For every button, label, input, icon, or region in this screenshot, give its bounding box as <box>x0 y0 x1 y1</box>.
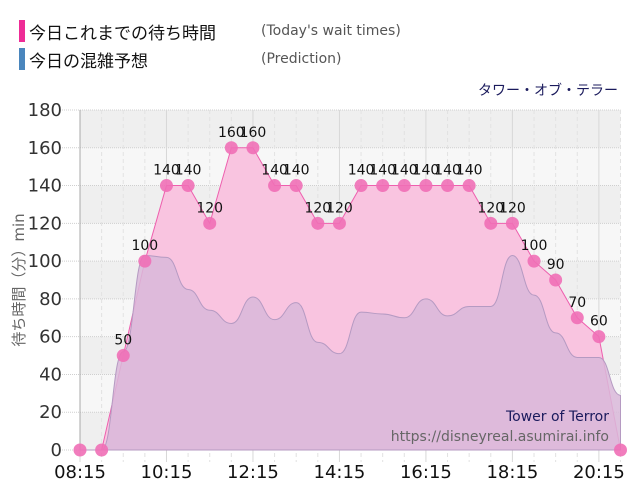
data-point-label: 120 <box>477 200 504 216</box>
legend-label-actual: 今日これまでの待ち時間 <box>29 23 216 44</box>
data-point-label: 90 <box>547 257 565 273</box>
data-point-label: 140 <box>153 163 180 179</box>
y-tick-label: 0 <box>51 440 62 461</box>
data-point-label: 100 <box>131 238 158 254</box>
data-point-label: 120 <box>304 200 331 216</box>
legend-item-actual: 今日これまでの待ち時間 (Today's wait times) <box>19 17 401 45</box>
x-tick-label: 10:15 <box>141 462 193 483</box>
data-point-label: 160 <box>218 125 245 141</box>
data-point-label: 140 <box>283 163 310 179</box>
x-tick-label: 12:15 <box>227 462 279 483</box>
y-tick-label: 60 <box>39 327 62 348</box>
prediction-area <box>79 254 621 451</box>
y-tick-label: 80 <box>39 289 62 310</box>
x-tick-label: 14:15 <box>314 462 366 483</box>
data-point <box>116 349 130 363</box>
watermark-url: https://disneyreal.asumirai.info <box>391 429 609 445</box>
data-point <box>159 179 173 193</box>
data-point <box>419 179 433 193</box>
data-point-label: 120 <box>196 200 223 216</box>
data-point-label: 140 <box>175 163 202 179</box>
watermark-title: Tower of Terror <box>505 409 609 425</box>
x-tick-label: 16:15 <box>400 462 452 483</box>
legend-sub-actual: (Today's wait times) <box>261 23 401 39</box>
data-point-label: 120 <box>326 200 353 216</box>
data-point <box>527 254 541 268</box>
data-point <box>311 216 325 230</box>
data-point-label: 140 <box>369 163 396 179</box>
data-point-label: 160 <box>240 125 267 141</box>
data-point-label: 50 <box>114 333 132 349</box>
data-point <box>95 443 109 457</box>
data-point <box>181 179 195 193</box>
data-point <box>505 216 519 230</box>
data-point <box>441 179 455 193</box>
legend: 今日これまでの待ち時間 (Today's wait times) 今日の混雑予想… <box>19 17 401 73</box>
data-point-label: 140 <box>434 163 461 179</box>
data-point-label: 120 <box>499 200 526 216</box>
data-point <box>397 179 411 193</box>
data-point <box>462 179 476 193</box>
data-point-label: 70 <box>568 295 586 311</box>
data-point <box>549 273 563 287</box>
data-point <box>289 179 303 193</box>
legend-item-prediction: 今日の混雑予想 (Prediction) <box>19 45 401 73</box>
data-point <box>73 443 87 457</box>
data-points <box>73 141 627 457</box>
x-tick-label: 08:15 <box>54 462 106 483</box>
plot-band <box>80 147 621 186</box>
y-axis-label: 待ち時間（分）min <box>10 213 28 346</box>
data-point <box>224 141 238 155</box>
data-point-label: 140 <box>261 163 288 179</box>
data-point <box>246 141 260 155</box>
x-tick-label: 18:15 <box>486 462 538 483</box>
data-labels: 5010014014012016016014014012012014014014… <box>114 125 607 349</box>
data-point <box>203 216 217 230</box>
legend-sub-prediction: (Prediction) <box>261 51 342 67</box>
y-axis: 0 20 40 60 80 100 120 140 160 180 <box>28 100 62 461</box>
data-point <box>376 179 390 193</box>
plot-band <box>80 110 621 148</box>
data-point <box>332 216 346 230</box>
data-point-label: 60 <box>590 314 608 330</box>
data-point-label: 140 <box>348 163 375 179</box>
y-tick-label: 120 <box>28 213 62 234</box>
legend-label-prediction: 今日の混雑予想 <box>29 51 148 72</box>
legend-swatch-actual <box>19 20 25 42</box>
data-point <box>354 179 368 193</box>
attraction-name: タワー・オブ・テラー <box>478 83 618 99</box>
legend-swatch-prediction <box>19 48 25 70</box>
x-axis: 08:15 10:15 12:15 14:15 16:15 18:15 20:15 <box>54 462 625 483</box>
data-point <box>268 179 282 193</box>
x-tick-label: 20:15 <box>573 462 625 483</box>
y-tick-label: 160 <box>28 138 62 159</box>
data-point-label: 100 <box>521 238 548 254</box>
y-tick-label: 20 <box>39 402 62 423</box>
y-tick-label: 40 <box>39 364 62 385</box>
y-tick-label: 100 <box>28 251 62 272</box>
data-point <box>592 330 606 344</box>
data-point-label: 140 <box>413 163 440 179</box>
y-tick-label: 180 <box>28 100 62 121</box>
y-tick-label: 140 <box>28 176 62 197</box>
data-point-label: 140 <box>456 163 483 179</box>
data-point <box>484 216 498 230</box>
data-point <box>614 443 627 457</box>
data-point-label: 140 <box>391 163 418 179</box>
data-point <box>138 254 152 268</box>
data-point <box>570 311 584 325</box>
